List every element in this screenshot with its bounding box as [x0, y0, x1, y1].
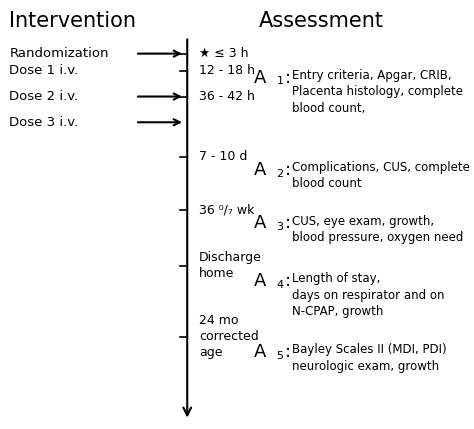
Text: :: : — [284, 272, 291, 290]
Text: :: : — [284, 343, 291, 361]
Text: A: A — [254, 161, 266, 179]
Text: Discharge
home: Discharge home — [199, 251, 262, 281]
Text: Dose 2 i.v.: Dose 2 i.v. — [9, 90, 79, 103]
Text: CUS, eye exam, growth,
blood pressure, oxygen need: CUS, eye exam, growth, blood pressure, o… — [292, 214, 464, 244]
Text: 24 mo
corrected
age: 24 mo corrected age — [199, 314, 259, 359]
Text: A: A — [254, 214, 266, 233]
Text: A: A — [254, 343, 266, 361]
Text: 1: 1 — [276, 76, 283, 86]
Text: Complications, CUS, complete
blood count: Complications, CUS, complete blood count — [292, 161, 470, 190]
Text: Dose 1 i.v.: Dose 1 i.v. — [9, 64, 79, 77]
Text: Assessment: Assessment — [258, 11, 383, 31]
Text: 7 - 10 d: 7 - 10 d — [199, 150, 247, 163]
Text: Length of stay,
days on respirator and on
N-CPAP, growth: Length of stay, days on respirator and o… — [292, 272, 445, 318]
Text: Dose 3 i.v.: Dose 3 i.v. — [9, 116, 79, 129]
Text: :: : — [284, 161, 291, 179]
Text: 12 - 18 h: 12 - 18 h — [199, 64, 255, 77]
Text: Entry criteria, Apgar, CRIB,
Placenta histology, complete
blood count,: Entry criteria, Apgar, CRIB, Placenta hi… — [292, 69, 464, 115]
Text: ★ ≤ 3 h: ★ ≤ 3 h — [199, 47, 248, 60]
Text: A: A — [254, 272, 266, 290]
Text: 36 - 42 h: 36 - 42 h — [199, 90, 255, 103]
Text: 36 ⁰/₇ wk: 36 ⁰/₇ wk — [199, 204, 255, 217]
Text: Intervention: Intervention — [9, 11, 137, 31]
Text: :: : — [284, 214, 291, 233]
Text: 3: 3 — [276, 222, 283, 232]
Text: 2: 2 — [276, 169, 283, 178]
Text: :: : — [284, 69, 291, 87]
Text: Randomization: Randomization — [9, 47, 109, 60]
Text: Bayley Scales II (MDI, PDI)
neurologic exam, growth: Bayley Scales II (MDI, PDI) neurologic e… — [292, 343, 447, 373]
Text: 5: 5 — [276, 351, 283, 361]
Text: 4: 4 — [276, 280, 283, 290]
Text: A: A — [254, 69, 266, 87]
